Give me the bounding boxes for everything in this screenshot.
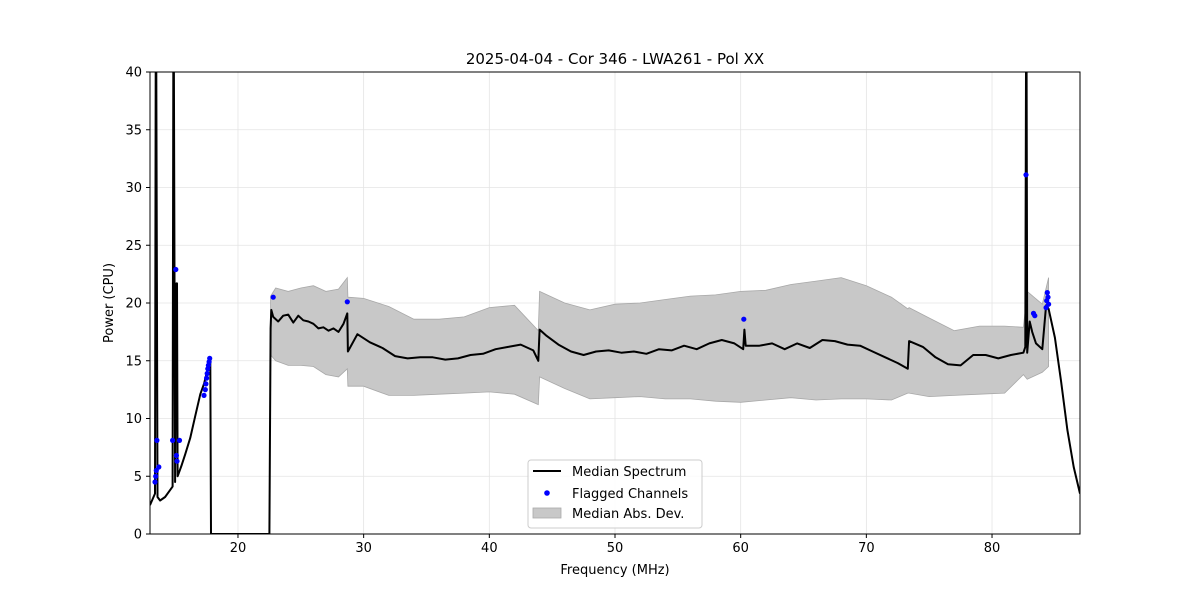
y-axis-label: Power (CPU) [102, 263, 117, 343]
y-tick-label: 5 [134, 470, 142, 485]
x-tick-label: 70 [858, 541, 875, 556]
y-tick-label: 10 [125, 412, 142, 427]
chart-title: 2025-04-04 - Cor 346 - LWA261 - Pol XX [466, 50, 764, 68]
x-tick-label: 40 [481, 541, 498, 556]
flagged-channel-point [201, 392, 207, 398]
flagged-channel-point [153, 473, 159, 479]
axis-ticks: 20 30 40 50 60 70 80 0 5 10 15 20 25 30 35 40 [125, 66, 1000, 557]
median-spectrum-line [150, 72, 1080, 534]
y-tick-label: 35 [125, 123, 142, 138]
flagged-channel-point [1045, 294, 1051, 300]
x-tick-label: 60 [732, 541, 749, 556]
flagged-channel-point [1044, 290, 1050, 296]
x-tick-label: 20 [230, 541, 247, 556]
plot-data [150, 72, 1080, 534]
flagged-channel-point [270, 294, 276, 300]
flagged-channel-point [1046, 301, 1052, 307]
legend-flagged-label: Flagged Channels [572, 487, 688, 502]
legend-box [527, 459, 703, 529]
flagged-channel-point [152, 479, 158, 485]
flagged-channel-point [173, 452, 179, 459]
flagged-channel-point [154, 437, 160, 443]
flagged-channel-point [170, 437, 176, 443]
y-tick-label: 0 [134, 528, 142, 543]
legend-median-label: Median Spectrum [572, 465, 686, 480]
x-tick-label: 50 [607, 541, 624, 556]
flagged-channel-point [204, 370, 210, 377]
legend-mad-band-swatch [532, 507, 562, 519]
flagged-channel-point [174, 458, 180, 464]
flagged-channel-point [203, 381, 209, 387]
flagged-channel-point [1023, 172, 1029, 178]
y-tick-label: 15 [125, 354, 142, 369]
y-tick-label: 20 [125, 297, 142, 312]
flagged-channel-point [344, 299, 350, 305]
legend: Median Spectrum Flagged Channels Median … [527, 459, 703, 529]
x-tick-label: 80 [984, 541, 1001, 556]
flagged-channel-point [207, 355, 213, 361]
flagged-channel-point [173, 266, 179, 273]
flagged-channel-point [741, 316, 747, 322]
flagged-channel-point [204, 375, 210, 381]
y-tick-label: 30 [125, 181, 142, 196]
y-tick-label: 25 [125, 239, 142, 254]
flagged-channel-point [156, 464, 162, 470]
y-tick-label: 40 [125, 66, 142, 81]
flagged-channel-point [1032, 313, 1038, 319]
flagged-channel-point [202, 387, 208, 393]
flagged-channel-point [176, 437, 183, 443]
x-tick-label: 30 [355, 541, 372, 556]
legend-mad-label: Median Abs. Dev. [572, 507, 684, 522]
mad-band [270, 276, 1049, 406]
x-axis-label: Frequency (MHz) [560, 563, 669, 578]
legend-flagged-dot-swatch [544, 490, 550, 496]
